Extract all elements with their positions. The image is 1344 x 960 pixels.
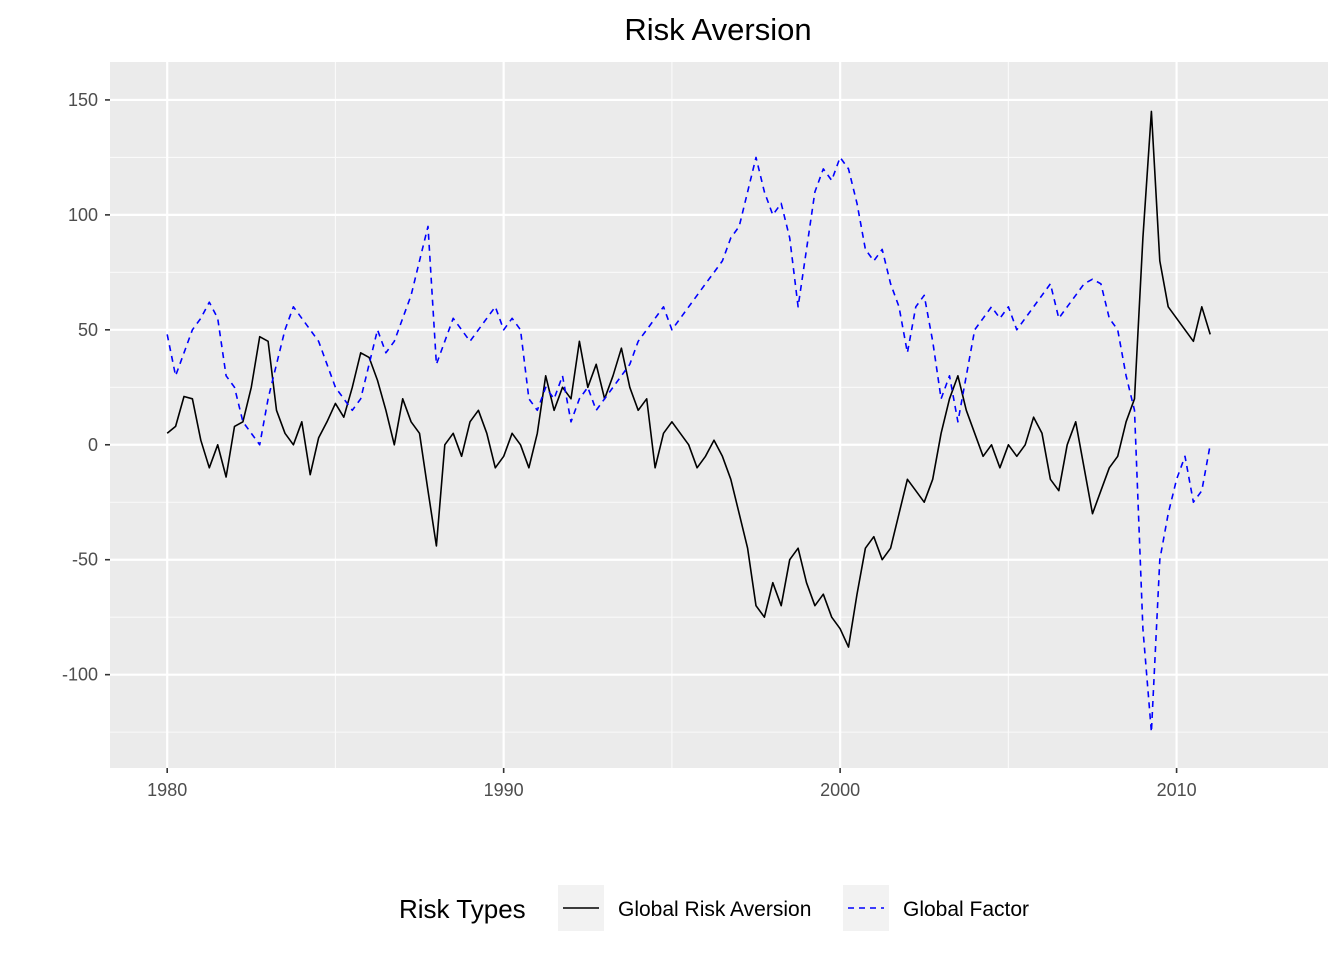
series-line-global-risk-aversion [166,110,1211,648]
legend-label-global-factor: Global Factor [903,898,1029,921]
chart-title: Risk Aversion [624,12,811,47]
legend-label-global-risk-aversion: Global Risk Aversion [618,898,811,921]
legend-title: Risk Types [399,894,526,924]
y-axis: -100 -50 0 50 100 150 [62,90,110,685]
series-line-global-factor [166,156,1211,733]
minor-grid [110,62,1328,768]
y-tick-label: -100 [62,665,98,685]
y-tick-label: 100 [68,205,98,225]
legend: Risk Types Global Risk Aversion Global F… [399,885,1029,931]
major-grid [110,62,1328,768]
plot-panel [110,62,1328,768]
y-tick-label: 150 [68,90,98,110]
y-tick-label: 50 [78,320,98,340]
y-tick-label: -50 [72,550,98,570]
y-tick-label: 0 [88,435,98,455]
x-tick-label: 2000 [820,780,860,800]
x-tick-label: 2010 [1157,780,1197,800]
series-layer [166,110,1211,733]
x-tick-label: 1980 [147,780,187,800]
x-tick-label: 1990 [484,780,524,800]
x-axis: 1980 1990 2000 2010 [147,768,1197,800]
